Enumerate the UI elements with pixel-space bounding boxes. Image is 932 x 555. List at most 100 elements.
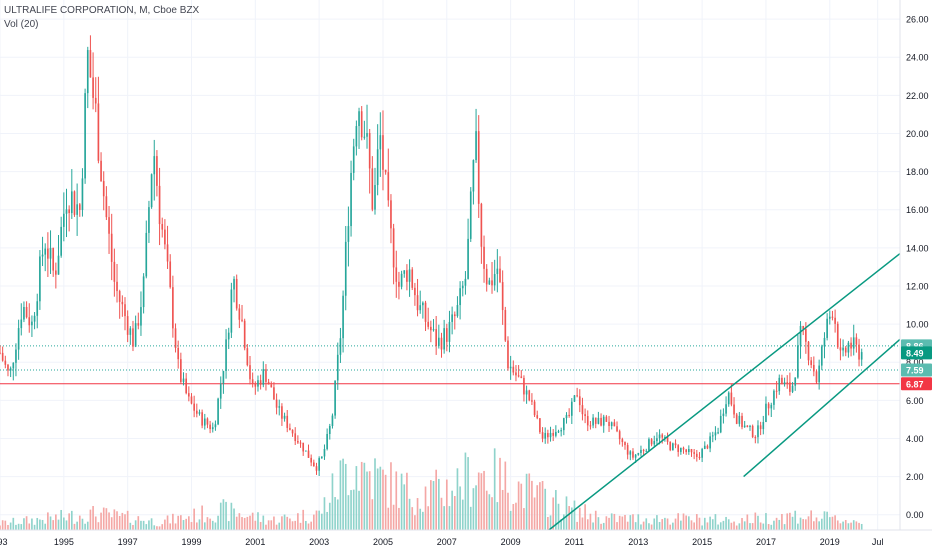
candle-body	[573, 395, 576, 402]
candle-body	[661, 434, 664, 438]
volume-bar	[440, 497, 443, 530]
candle-body	[711, 435, 714, 437]
candle-body	[368, 133, 371, 169]
candle-body	[241, 319, 243, 321]
candle-body	[695, 453, 698, 457]
volume-bar	[7, 524, 9, 530]
candle-body	[238, 308, 241, 320]
candle-body	[145, 232, 148, 277]
volume-bar	[842, 521, 844, 530]
candle-body	[653, 441, 656, 445]
candle-body	[52, 247, 55, 271]
volume-bar	[714, 514, 717, 530]
time-axis-pane[interactable]	[0, 530, 932, 550]
candle-body	[156, 156, 158, 186]
candle-body	[496, 268, 499, 275]
candle-body	[467, 238, 469, 279]
candle-body	[235, 278, 238, 309]
price-label-text: 7.59	[906, 366, 924, 376]
volume-bar	[469, 506, 472, 530]
candle-body	[464, 278, 467, 286]
volume-bar	[711, 519, 714, 530]
volume-bar	[765, 513, 767, 530]
volume-bar	[55, 514, 57, 530]
volume-bar	[698, 517, 701, 530]
candle-body	[844, 347, 847, 353]
volume-bar	[28, 523, 31, 530]
candle-body	[637, 452, 640, 455]
volume-bar	[23, 518, 25, 530]
candle-body	[188, 393, 190, 397]
candle-body	[363, 136, 366, 138]
volume-bar	[225, 501, 227, 530]
candle-body	[408, 269, 411, 282]
volume-bar	[680, 520, 682, 530]
candle-body	[31, 321, 33, 326]
volume-bar	[17, 523, 20, 530]
volume-bar	[286, 516, 289, 530]
candle-body	[461, 285, 464, 289]
volume-bar	[759, 522, 762, 530]
price-tick-label: 2.00	[906, 472, 924, 482]
volume-bar	[443, 506, 445, 530]
time-tick-label: 2019	[820, 537, 840, 547]
candle-body	[313, 462, 315, 467]
candle-body	[605, 416, 608, 422]
candle-body	[305, 450, 307, 452]
candle-body	[541, 432, 544, 439]
candle-body	[230, 289, 233, 333]
candle-body	[807, 341, 810, 361]
price-tick-label: 0.00	[906, 510, 924, 520]
volume-bar	[281, 516, 283, 530]
candle-body	[180, 359, 182, 382]
candle-body	[403, 270, 406, 274]
symbol-title[interactable]: ULTRALIFE CORPORATION, M, Cboe BZX	[4, 5, 200, 16]
price-label-box	[901, 377, 932, 391]
candle-body	[28, 317, 31, 326]
volume-bar	[358, 490, 360, 530]
trendlines[interactable]	[548, 252, 901, 531]
candle-body	[352, 146, 355, 173]
candle-body	[765, 403, 767, 423]
candle-body	[509, 366, 512, 369]
volume-bar	[855, 521, 858, 530]
candle-body	[379, 135, 382, 150]
candle-body	[55, 270, 57, 275]
candle-body	[743, 425, 746, 428]
volume-bar	[544, 488, 547, 530]
volume-bar	[730, 522, 733, 530]
time-axis[interactable]: 993 1995 1997 1999 2001 2003 2005 2007 2009 2011 2…	[0, 537, 883, 547]
candle-body	[12, 362, 15, 369]
volume-bar	[427, 506, 430, 530]
candle-body	[549, 432, 552, 438]
volume-bar	[174, 523, 177, 530]
candle-body	[727, 392, 730, 405]
candle-body	[172, 287, 174, 329]
candle-body	[1, 352, 4, 361]
volume-bar	[363, 462, 366, 530]
candle-body	[501, 282, 504, 311]
candle-body	[533, 401, 536, 416]
volume-bar	[592, 522, 594, 530]
price-axis[interactable]: 26.00 24.00 22.00 20.00 18.00 16.00 14.00 12.00…	[906, 15, 929, 521]
price-label-box	[901, 346, 932, 360]
volume-bar	[376, 468, 379, 530]
candle-body	[706, 445, 709, 449]
volume-bar	[674, 518, 677, 530]
candle-body	[791, 385, 794, 392]
candle-body	[629, 451, 632, 455]
candle-body	[456, 305, 459, 317]
candle-body	[177, 348, 180, 360]
volume-bar	[539, 482, 541, 530]
candle-body	[350, 172, 352, 227]
candle-body	[568, 414, 570, 416]
price-tick-label: 26.00	[906, 15, 929, 25]
volume-bar	[576, 521, 578, 530]
volume-indicator-label[interactable]: Vol (20)	[4, 19, 39, 30]
volume-bar	[177, 515, 180, 530]
candle-body	[818, 365, 820, 383]
price-axis-pane[interactable]	[900, 0, 932, 530]
volume-bar	[589, 513, 592, 530]
